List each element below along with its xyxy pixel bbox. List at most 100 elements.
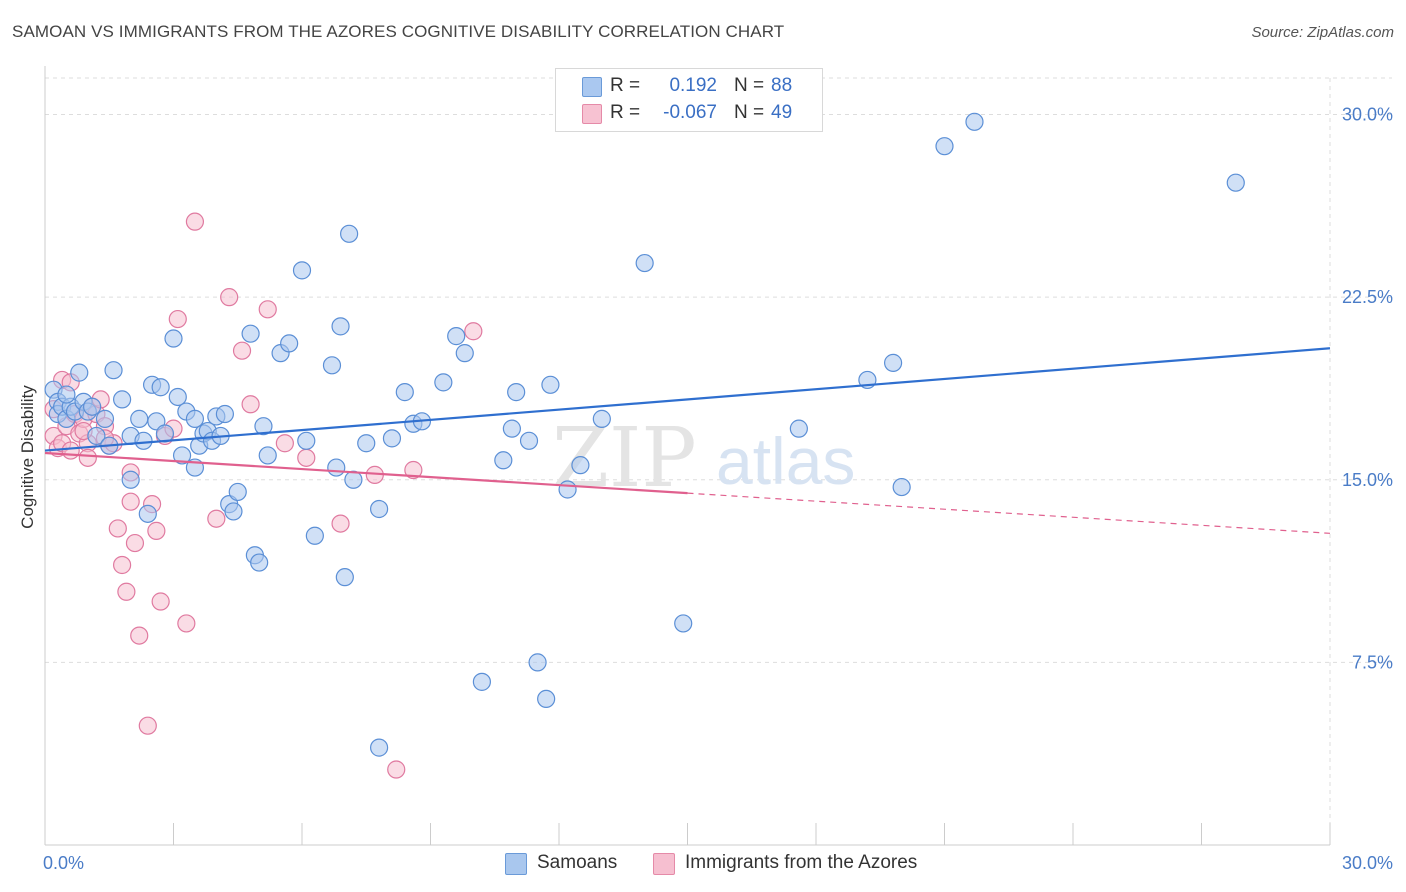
- samoan-point: [138, 504, 157, 523]
- samoan-point: [502, 419, 521, 438]
- samoan-point: [250, 553, 269, 572]
- samoan-point: [558, 480, 577, 499]
- azores-point: [177, 614, 196, 633]
- axes: [44, 66, 1331, 846]
- samoan-point: [382, 429, 402, 448]
- azores-point: [117, 582, 136, 601]
- watermark-atlas: atlas: [716, 424, 855, 498]
- samoan-point: [292, 261, 312, 280]
- azores-point: [147, 521, 166, 540]
- samoan-point: [185, 409, 205, 428]
- samoan-point: [965, 112, 984, 131]
- y-tick-labels: 7.5% 15.0% 22.5% 30.0%: [1342, 105, 1393, 673]
- legend-r-label: R =: [610, 102, 641, 123]
- azores-point: [387, 760, 406, 779]
- azores-point: [130, 626, 149, 645]
- x-tick-label: 30.0%: [1342, 853, 1393, 873]
- azores-point: [151, 592, 170, 611]
- samoan-point: [507, 383, 526, 402]
- samoan-point: [104, 361, 123, 380]
- samoan-point: [370, 738, 389, 757]
- samoan-point: [528, 653, 547, 672]
- samoan-point: [447, 327, 466, 346]
- samoan-point: [434, 373, 453, 392]
- azores-point: [258, 300, 277, 319]
- samoan-point: [130, 409, 149, 428]
- samoan-point: [674, 614, 693, 633]
- source-label: Source: ZipAtlas.com: [1251, 24, 1394, 41]
- samoan-point: [280, 334, 299, 353]
- samoan-point: [331, 317, 350, 336]
- samoan-point: [519, 431, 539, 450]
- samoan-point: [1226, 173, 1245, 192]
- samoan-point: [224, 502, 243, 521]
- azores-point: [61, 441, 80, 460]
- azores-point: [78, 448, 97, 467]
- azores-point: [207, 509, 226, 528]
- trend-line-azores: [44, 451, 688, 495]
- samoan-point: [592, 409, 611, 428]
- samoan-point: [241, 324, 260, 343]
- samoan-point: [87, 426, 106, 446]
- bottom-legend-swatch-samoans: [505, 853, 527, 875]
- samoan-point: [134, 431, 153, 450]
- samoan-point: [327, 458, 346, 477]
- samoan-point: [395, 383, 414, 402]
- y-tick-label: 22.5%: [1342, 287, 1393, 307]
- samoan-point: [83, 397, 102, 416]
- samoan-point: [455, 344, 474, 363]
- legend-n-label: N =: [734, 75, 765, 96]
- samoan-point: [305, 526, 324, 545]
- legend-n-value: 49: [771, 102, 793, 123]
- samoan-point: [789, 419, 808, 438]
- bottom-legend-swatch-azores: [653, 853, 675, 875]
- samoan-point: [322, 356, 342, 375]
- azores-point: [404, 460, 423, 480]
- samoan-point: [344, 470, 363, 489]
- legend-swatch-azores: [582, 104, 602, 124]
- samoan-point: [892, 477, 911, 497]
- samoan-point: [172, 446, 192, 465]
- series-azores-points: [44, 212, 483, 779]
- azores-point: [108, 519, 127, 538]
- azores-point: [275, 434, 294, 453]
- azores-point: [168, 309, 187, 329]
- azores-point: [125, 533, 145, 553]
- azores-point: [464, 322, 483, 341]
- samoan-point: [541, 375, 560, 394]
- series-samoans-points: [44, 112, 1245, 757]
- samoan-point: [215, 404, 234, 424]
- x-tick-label: 0.0%: [43, 853, 84, 873]
- y-axis-label: Cognitive Disability: [18, 385, 37, 529]
- bottom-legend-label-samoans: Samoans: [537, 852, 618, 873]
- samoan-point: [95, 409, 115, 428]
- samoan-point: [340, 224, 359, 243]
- samoan-point: [370, 499, 389, 519]
- samoan-point: [70, 363, 89, 382]
- azores-point: [331, 514, 350, 533]
- y-tick-label: 15.0%: [1342, 470, 1393, 490]
- legend-r-value: -0.067: [663, 102, 717, 123]
- samoan-point: [883, 353, 903, 372]
- samoan-point: [258, 446, 277, 465]
- y-tick-label: 7.5%: [1352, 652, 1393, 672]
- trend-lines: [44, 347, 1331, 534]
- trend-line-azores-dashed: [687, 492, 1331, 534]
- azores-point: [138, 716, 157, 735]
- azores-point: [121, 492, 140, 511]
- samoan-point: [228, 482, 247, 502]
- samoan-point: [494, 451, 513, 470]
- samoan-point: [168, 387, 187, 407]
- y-tick-label: 30.0%: [1342, 105, 1393, 125]
- samoan-point: [335, 568, 354, 587]
- stats-legend: R = 0.192 N = 88 R = -0.067 N = 49: [555, 68, 823, 132]
- samoan-point: [935, 137, 954, 156]
- azores-point: [185, 212, 205, 231]
- samoan-point: [635, 253, 654, 273]
- samoan-point: [254, 417, 273, 436]
- samoan-point: [57, 385, 76, 404]
- legend-n-label: N =: [734, 102, 765, 123]
- samoan-point: [472, 672, 491, 691]
- azores-point: [112, 555, 132, 575]
- bottom-legend-label-azores: Immigrants from the Azores: [685, 852, 918, 873]
